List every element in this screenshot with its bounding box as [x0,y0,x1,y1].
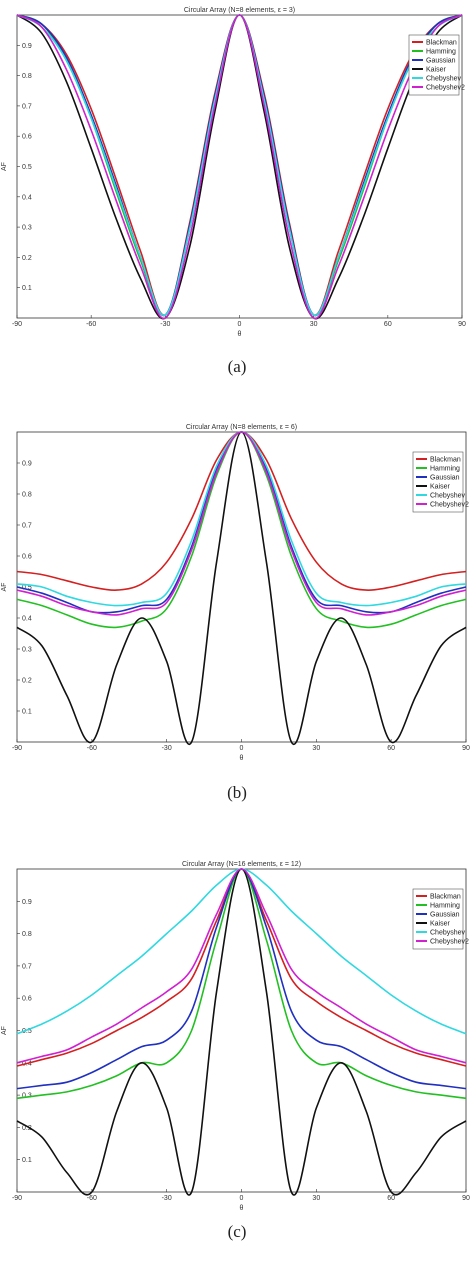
y-axis-label: AF [1,162,8,171]
y-tick-label: 0.2 [22,678,32,685]
y-tick-label: 0.5 [22,1028,32,1035]
x-tick-label: 90 [462,745,470,752]
x-tick-label: 0 [238,321,242,328]
legend-label: Gaussian [430,912,460,919]
x-tick-label: -30 [162,1195,172,1202]
y-tick-label: 0.6 [22,996,32,1003]
legend-label: Kaiser [430,484,451,491]
y-tick-label: 0.5 [22,585,32,592]
legend-label: Blackman [430,894,461,901]
legend-label: Hamming [426,49,456,56]
x-tick-label: 60 [387,745,395,752]
y-axis-label: AF [1,583,8,592]
y-tick-label: 0.3 [22,225,32,232]
x-tick-label: -60 [87,1195,97,1202]
y-tick-label: 0.9 [22,43,32,50]
y-tick-label: 0.4 [22,194,32,201]
legend-label: Blackman [426,40,457,47]
y-tick-label: 0.4 [22,616,32,623]
x-tick-label: -90 [12,321,22,328]
plot-frame [16,868,467,1193]
chart-title: Circular Array (N=8 elements, ε = 6) [186,424,297,431]
legend-label: Chebyshev [426,76,462,83]
x-tick-label: -30 [162,745,172,752]
y-tick-label: 0.6 [22,554,32,561]
y-tick-label: 0.3 [22,1093,32,1100]
x-tick-label: 0 [240,745,244,752]
legend-label: Chebyshev2 [430,502,469,509]
legend-label: Hamming [430,903,460,910]
legend-label: Hamming [430,466,460,473]
y-axis-label: AF [1,1026,8,1035]
caption-a: (a) [227,357,247,376]
x-tick-label: -60 [86,321,96,328]
x-tick-label: 90 [458,321,466,328]
x-tick-label: 60 [384,321,392,328]
y-tick-label: 0.1 [22,1157,32,1164]
x-tick-label: -90 [12,745,22,752]
legend-label: Kaiser [426,67,447,74]
series-line-chebyshev2 [16,868,467,1064]
legend-label: Chebyshev [430,930,466,937]
y-tick-label: 0.8 [22,73,32,80]
legend-box [412,888,464,950]
legend-label: Chebyshev [430,493,466,500]
y-tick-label: 0.7 [22,963,32,970]
series-line-chebyshev2 [16,431,467,616]
chart-panel-0: Circular Array (N=8 elements, ε = 3) θ AF -… [1,7,466,338]
legend-box [408,34,460,96]
caption-c: (c) [227,1222,247,1241]
y-tick-label: 0.1 [22,709,32,716]
x-axis-label: θ [240,1205,244,1212]
y-tick-label: 0.7 [22,523,32,530]
y-tick-label: 0.7 [22,103,32,110]
legend-label: Gaussian [430,475,460,482]
y-tick-label: 0.8 [22,931,32,938]
y-tick-label: 0.6 [22,134,32,141]
caption-b: (b) [227,783,247,802]
plot-frame [16,14,463,319]
x-axis-label: θ [240,755,244,762]
legend-box [412,451,464,513]
chart-panel-1: Circular Array (N=8 elements, ε = 6) θ AF -… [1,424,470,762]
legend-label: Blackman [430,457,461,464]
x-axis-label: θ [238,331,242,338]
chart-title: Circular Array (N=16 elements, ε = 12) [182,861,301,868]
x-tick-label: 30 [310,321,318,328]
y-tick-label: 0.5 [22,164,32,171]
series-line-chebyshev2 [16,14,463,320]
legend-label: Kaiser [430,921,451,928]
x-tick-label: -90 [12,1195,22,1202]
x-tick-label: 30 [312,1195,320,1202]
y-tick-label: 0.3 [22,647,32,654]
y-tick-label: 0.2 [22,255,32,262]
x-tick-label: -30 [160,321,170,328]
y-tick-label: 0.1 [22,285,32,292]
x-tick-label: 60 [387,1195,395,1202]
chart-panel-2: Circular Array (N=16 elements, ε = 12) θ A… [1,861,470,1212]
y-tick-label: 0.2 [22,1125,32,1132]
x-tick-label: 30 [312,745,320,752]
x-tick-label: 90 [462,1195,470,1202]
y-tick-label: 0.9 [22,461,32,468]
chart-title: Circular Array (N=8 elements, ε = 3) [184,7,295,14]
legend-label: Chebyshev2 [426,85,465,92]
x-tick-label: 0 [240,1195,244,1202]
legend-label: Gaussian [426,58,456,65]
legend-label: Chebyshev2 [430,939,469,946]
plot-frame [16,431,467,743]
y-tick-label: 0.9 [22,899,32,906]
x-tick-label: -60 [87,745,97,752]
y-tick-label: 0.8 [22,492,32,499]
